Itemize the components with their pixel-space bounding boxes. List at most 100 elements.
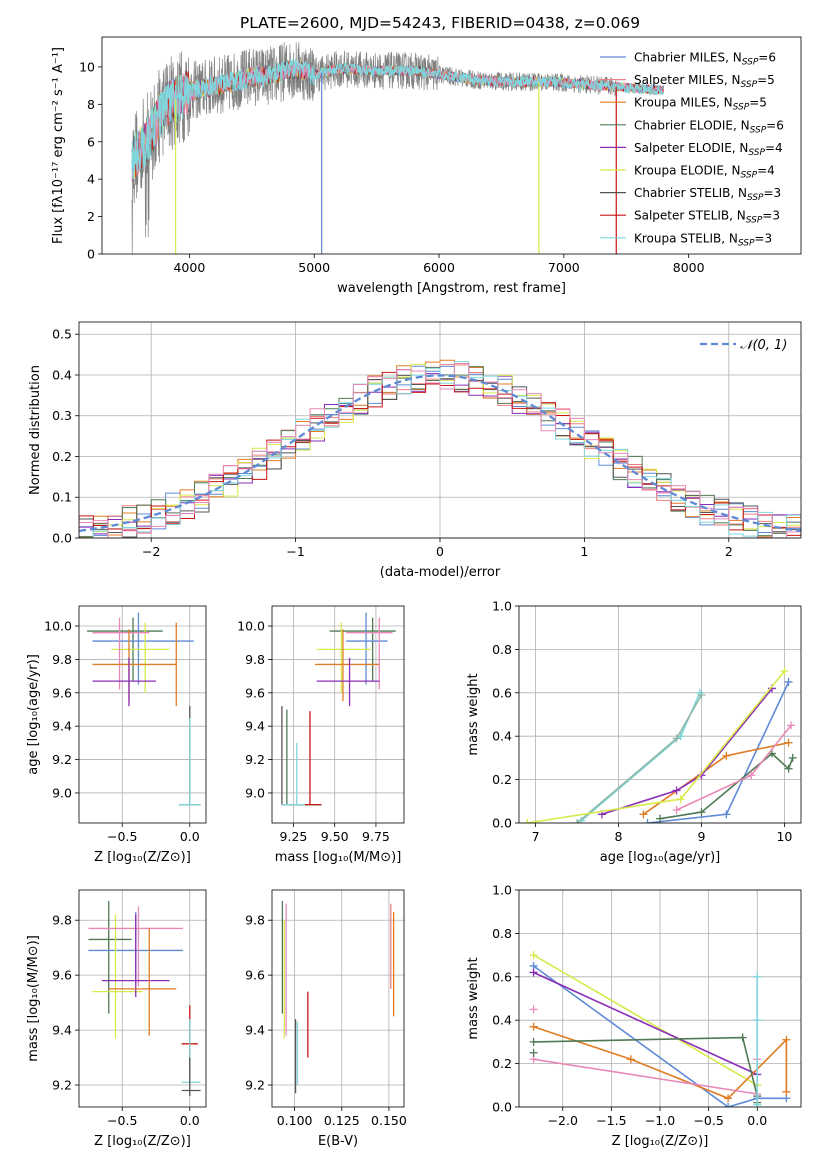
y-tick-label: 2 (87, 209, 95, 224)
y-tick-label: 1.0 (492, 883, 512, 898)
axes-frame (101, 36, 802, 255)
y-tick-label: 8 (87, 97, 95, 112)
y-tick-label: 0.6 (492, 685, 512, 700)
x-tick-label: 7000 (548, 260, 580, 275)
errorbars (87, 612, 201, 806)
weight-marker (782, 1087, 791, 1096)
weight-marker (724, 1103, 733, 1107)
y-tick-label: 0.5 (52, 327, 72, 342)
y-tick-label: 0.3 (52, 408, 72, 423)
x-axis-label: (data-model)/error (380, 565, 501, 580)
y-tick-label: 0.4 (52, 367, 72, 382)
axes-frame (78, 321, 802, 539)
x-tick-label: 9.25 (280, 829, 308, 844)
legend-label: Kroupa MILES, NSSP=5 (634, 96, 767, 113)
y-tick-label: 4 (87, 172, 95, 187)
weight-series-line (642, 741, 789, 815)
x-axis-label: Z [log₁₀(Z/Z⊙)] (94, 850, 191, 865)
weight-series-line (576, 694, 703, 823)
x-tick-label: 4000 (173, 260, 205, 275)
y-tick-label: 0 (87, 247, 95, 262)
x-tick-label: 8 (615, 829, 623, 844)
x-tick-label: −1.5 (596, 1113, 626, 1128)
legend-label: Salpeter STELIB, NSSP=3 (634, 209, 780, 226)
x-axis-label: Z [log₁₀(Z/Z⊙)] (612, 1134, 709, 1149)
errorbars (88, 900, 201, 1097)
y-tick-label: 9.2 (52, 1078, 72, 1093)
x-tick-label: 0.0 (180, 1113, 200, 1128)
y-tick-label: 9.0 (245, 785, 265, 800)
weight-marker (672, 805, 681, 814)
x-axis-label: mass [log₁₀(M/M⊙)] (275, 850, 402, 865)
y-tick-label: 1.0 (492, 599, 512, 614)
y-tick-label: 9.8 (245, 913, 265, 928)
legend-label: 𝒩(0, 1) (740, 338, 787, 353)
weight-marker (753, 1100, 762, 1107)
y-axis-label: Flux [fλ10⁻¹⁷ erg cm⁻² s⁻¹ A⁻¹] (51, 47, 66, 244)
x-tick-label: 7 (532, 829, 540, 844)
weight-marker (639, 810, 648, 819)
axes-frame (78, 605, 207, 824)
weight-marker (676, 795, 685, 804)
weight-marker (529, 1048, 538, 1057)
weight-marker (782, 1035, 791, 1044)
y-tick-label: 10.0 (44, 619, 72, 634)
y-axis-label: mass [log₁₀(M/M⊙)] (26, 935, 41, 1062)
y-tick-label: 0.0 (492, 816, 512, 831)
x-tick-label: 0.125 (324, 1113, 360, 1128)
y-axis-label: Normed distribution (28, 365, 43, 495)
x-tick-label: 0 (436, 544, 444, 559)
y-tick-label: 10.0 (237, 619, 265, 634)
y-tick-label: 9.8 (245, 652, 265, 667)
y-tick-label: 0.2 (52, 449, 72, 464)
weight-marker (722, 751, 731, 760)
spectrum-lines (131, 42, 665, 254)
errorbars (281, 900, 395, 1094)
y-tick-label: 9.8 (52, 913, 72, 928)
histogram-steps (79, 359, 801, 538)
x-tick-label: −2 (142, 544, 160, 559)
axes-frame (271, 889, 405, 1108)
legend-label: Chabrier STELIB, NSSP=3 (634, 186, 781, 203)
normal-curve (79, 374, 801, 533)
y-tick-label: 9.2 (245, 752, 265, 767)
x-axis-label: E(B-V) (318, 1134, 358, 1149)
weight-marker (753, 972, 762, 981)
weight-marker (626, 1055, 635, 1064)
x-tick-label: 0.0 (747, 1113, 767, 1128)
axes-frame (271, 605, 405, 824)
x-tick-label: 8000 (673, 260, 705, 275)
weight-marker (722, 810, 731, 819)
x-tick-label: 5000 (298, 260, 330, 275)
y-tick-label: 0.6 (492, 969, 512, 984)
weight-lines (529, 951, 791, 1107)
x-tick-label: 0.150 (371, 1113, 407, 1128)
weight-marker (529, 1037, 538, 1046)
weight-lines (523, 667, 797, 823)
mass-vs-metallicity-panel: −0.5 0.0 9.2 9.4 9.6 9.8 Z [log₁₀(Z/Z⊙)] mass [… (26, 889, 207, 1149)
mass-vs-ebv-panel: 0.100 0.125 0.150 9.2 9.4 9.6 9.8 E(B-V) (245, 889, 407, 1149)
x-tick-label: 0.0 (180, 829, 200, 844)
age-vs-mass-panel: 9.25 9.50 9.75 9.0 9.2 9.4 9.6 9.8 10.0 mass [log… (237, 605, 405, 865)
x-tick-label: 10 (776, 829, 792, 844)
weight-marker (780, 667, 789, 676)
weight-marker (529, 968, 538, 977)
x-tick-label: −0.5 (107, 1113, 137, 1128)
y-tick-label: 9.4 (52, 1023, 72, 1038)
y-tick-label: 9.4 (245, 719, 265, 734)
x-tick-label: −1.0 (645, 1113, 675, 1128)
legend-label: Kroupa STELIB, NSSP=3 (634, 231, 772, 248)
axes-frame (518, 889, 802, 1108)
y-tick-label: 0.4 (492, 729, 512, 744)
spectrum-panel: 4000 5000 6000 7000 8000 0 2 4 6 8 10 wavelength [A… (51, 36, 802, 296)
weight-marker (672, 786, 681, 795)
mass-weight-vs-metallicity-panel: −2.0 −1.5 −1.0 −0.5 0.0 0.0 0.2 0.4 0.6 0.8 1.0 Z [… (466, 883, 802, 1149)
legend-label: Chabrier MILES, NSSP=6 (634, 51, 776, 68)
x-axis-label: age [log₁₀(age/yr)] (600, 850, 721, 865)
y-tick-label: 9.4 (245, 1023, 265, 1038)
errorbars (281, 612, 396, 806)
y-tick-label: 9.6 (52, 685, 72, 700)
y-tick-label: 10 (79, 59, 95, 74)
axes-frame (78, 889, 207, 1108)
weight-marker (643, 819, 652, 823)
